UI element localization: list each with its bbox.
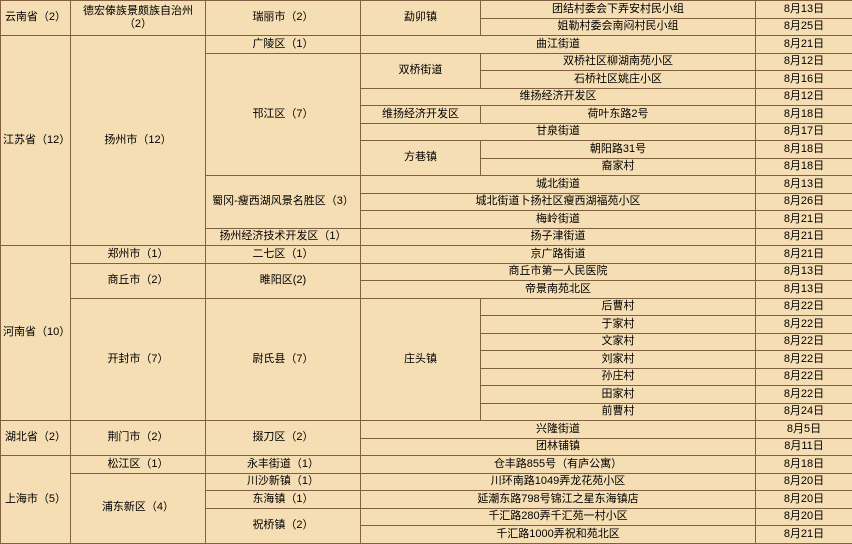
location: 裔家村 [481, 158, 756, 176]
date: 8月12日 [756, 88, 852, 106]
date: 8月20日 [756, 491, 852, 509]
date: 8月20日 [756, 508, 852, 526]
city: 开封市（7） [71, 298, 206, 421]
city: 荆门市（2） [71, 421, 206, 456]
location: 朝阳路31号 [481, 141, 756, 159]
province: 江苏省（12） [1, 36, 71, 246]
district: 蜀冈-瘦西湖风景名胜区（3） [206, 176, 361, 229]
date: 8月22日 [756, 351, 852, 369]
date: 8月21日 [756, 526, 852, 544]
date: 8月22日 [756, 386, 852, 404]
date: 8月22日 [756, 333, 852, 351]
location: 帝景南苑北区 [361, 281, 756, 299]
location: 城北街道卜扬社区瘦西湖福苑小区 [361, 193, 756, 211]
location: 商丘市第一人民医院 [361, 263, 756, 281]
location: 石桥社区姚庄小区 [481, 71, 756, 89]
town: 勐卯镇 [361, 1, 481, 36]
location: 荷叶东路2号 [481, 106, 756, 124]
date: 8月13日 [756, 281, 852, 299]
district: 松江区（1） [71, 456, 206, 474]
location: 千汇路280弄千汇苑一村小区 [361, 508, 756, 526]
location: 仓丰路855号（有庐公寓） [361, 456, 756, 474]
street: 川沙新镇（1） [206, 473, 361, 491]
province: 河南省（10） [1, 246, 71, 421]
risk-area-table: 云南省（2） 德宏傣族景颇族自治州（2） 瑞丽市（2） 勐卯镇 团结村委会下弄安… [0, 0, 852, 544]
district: 二七区（1） [206, 246, 361, 264]
street: 东海镇（1） [206, 491, 361, 509]
location: 延潮东路798号锦江之星东海镇店 [361, 491, 756, 509]
date: 8月21日 [756, 228, 852, 246]
district: 尉氏县（7） [206, 298, 361, 421]
street: 双桥街道 [361, 53, 481, 88]
location: 前曹村 [481, 403, 756, 421]
date: 8月17日 [756, 123, 852, 141]
district: 浦东新区（4） [71, 473, 206, 543]
date: 8月25日 [756, 18, 852, 36]
city: 瑞丽市（2） [206, 1, 361, 36]
location: 孙庄村 [481, 368, 756, 386]
location: 于家村 [481, 316, 756, 334]
date: 8月21日 [756, 246, 852, 264]
street: 方巷镇 [361, 141, 481, 176]
date: 8月16日 [756, 71, 852, 89]
location: 川环南路1049弄龙花苑小区 [361, 473, 756, 491]
location: 甘泉街道 [361, 123, 756, 141]
date: 8月22日 [756, 298, 852, 316]
location: 团结村委会下弄安村民小组 [481, 1, 756, 19]
date: 8月18日 [756, 158, 852, 176]
date: 8月22日 [756, 316, 852, 334]
date: 8月18日 [756, 141, 852, 159]
district: 广陵区（1） [206, 36, 361, 54]
district: 扬州经济技术开发区（1） [206, 228, 361, 246]
location: 兴隆街道 [361, 421, 756, 439]
location: 双桥社区柳湖南苑小区 [481, 53, 756, 71]
district: 掇刀区（2） [206, 421, 361, 456]
location: 曲江街道 [361, 36, 756, 54]
date: 8月21日 [756, 36, 852, 54]
location: 千汇路1000弄祝和苑北区 [361, 526, 756, 544]
date: 8月18日 [756, 106, 852, 124]
date: 8月24日 [756, 403, 852, 421]
street: 维扬经济开发区 [361, 106, 481, 124]
district: 邗江区（7） [206, 53, 361, 176]
date: 8月21日 [756, 211, 852, 229]
date: 8月22日 [756, 368, 852, 386]
date: 8月26日 [756, 193, 852, 211]
location: 梅岭街道 [361, 211, 756, 229]
location: 团林铺镇 [361, 438, 756, 456]
location: 扬子津街道 [361, 228, 756, 246]
date: 8月20日 [756, 473, 852, 491]
location: 维扬经济开发区 [361, 88, 756, 106]
location: 刘家村 [481, 351, 756, 369]
city: 郑州市（1） [71, 246, 206, 264]
date: 8月11日 [756, 438, 852, 456]
street: 祝桥镇（2） [206, 508, 361, 543]
city: 商丘市（2） [71, 263, 206, 298]
date: 8月13日 [756, 1, 852, 19]
date: 8月12日 [756, 53, 852, 71]
province: 云南省（2） [1, 1, 71, 36]
province: 湖北省（2） [1, 421, 71, 456]
location: 田家村 [481, 386, 756, 404]
location: 姐勒村委会南闷村民小组 [481, 18, 756, 36]
town: 庄头镇 [361, 298, 481, 421]
location: 京广路街道 [361, 246, 756, 264]
province: 上海市（5） [1, 456, 71, 544]
street: 永丰街道（1） [206, 456, 361, 474]
date: 8月13日 [756, 263, 852, 281]
location: 文家村 [481, 333, 756, 351]
city: 扬州市（12） [71, 36, 206, 246]
location: 城北街道 [361, 176, 756, 194]
district: 睢阳区(2) [206, 263, 361, 298]
date: 8月5日 [756, 421, 852, 439]
date: 8月13日 [756, 176, 852, 194]
location: 后曹村 [481, 298, 756, 316]
date: 8月18日 [756, 456, 852, 474]
prefecture: 德宏傣族景颇族自治州（2） [71, 1, 206, 36]
